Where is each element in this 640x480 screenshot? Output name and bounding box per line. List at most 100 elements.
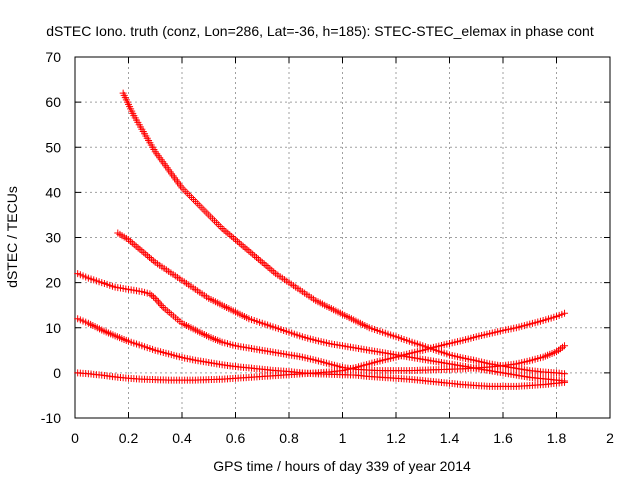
data-point-fill (226, 231, 234, 239)
data-point-fill (251, 252, 259, 260)
y-tick-label: 0 (53, 365, 61, 381)
x-tick-label: 1.4 (440, 430, 460, 446)
data-point-fill (230, 234, 238, 242)
data-point-fill (224, 229, 232, 237)
data-point-fill (197, 203, 205, 211)
data-point-fill (153, 296, 161, 304)
data-point-fill (193, 199, 201, 207)
y-axis-label: dSTEC / TECUs (4, 186, 20, 288)
x-axis-label: GPS time / hours of day 339 of year 2014 (213, 458, 471, 474)
data-point (561, 378, 569, 386)
x-tick-label: 0.8 (279, 430, 299, 446)
data-point-fill (249, 250, 257, 258)
data-point-fill (216, 223, 224, 231)
data-point-fill (214, 221, 222, 229)
data-point-fill (142, 250, 150, 258)
data-point (561, 342, 569, 350)
y-tick-label: 30 (45, 230, 61, 246)
data-point-fill (144, 252, 152, 260)
y-tick-label: 60 (45, 94, 61, 110)
data-point-fill (212, 219, 220, 227)
x-tick-label: 2 (606, 430, 614, 446)
x-tick-label: 0.4 (172, 430, 192, 446)
x-tick-label: 1.8 (547, 430, 567, 446)
data-point-fill (186, 192, 194, 200)
data-point-fill (237, 241, 245, 249)
data-point-fill (220, 226, 228, 234)
data-point-fill (126, 237, 134, 245)
data-point-fill (253, 253, 261, 261)
data-point-fill (209, 215, 217, 223)
data-point-fill (241, 244, 249, 252)
grid-lines (75, 57, 610, 418)
data-point-fill (264, 263, 272, 271)
data-point (205, 211, 213, 219)
data-point-fill (199, 205, 207, 213)
data-point (258, 258, 266, 266)
y-tick-label: 40 (45, 184, 61, 200)
data-point-fill (148, 291, 156, 299)
data-point-fill (228, 233, 236, 241)
data-point-fill (210, 217, 218, 225)
data-point-fill (233, 237, 241, 245)
x-tick-label: 0.2 (119, 430, 139, 446)
data-point (146, 290, 154, 298)
data-point-fill (132, 242, 140, 250)
x-tick-label: 0.6 (226, 430, 246, 446)
x-tick-label: 0 (71, 430, 79, 446)
data-point-fill (266, 265, 274, 273)
axis-ticks: 0 0.2 0.4 0.6 0.8 1 1.2 1.4 1.6 1.8 2 -10 0 10 20 30 40 5… (41, 49, 614, 446)
data-point-fill (262, 262, 270, 270)
data-point-fill (146, 253, 154, 261)
data-point-fill (201, 207, 209, 215)
y-tick-label: 10 (45, 320, 61, 336)
data-point-fill (247, 249, 255, 257)
data-point (191, 197, 199, 205)
data-point-fill (136, 245, 144, 253)
data-point (561, 309, 569, 317)
data-point-fill (268, 266, 276, 274)
series-4 (74, 315, 569, 390)
data-point-fill (188, 194, 196, 202)
data-point-fill (207, 213, 215, 221)
y-tick-label: 50 (45, 139, 61, 155)
data-series (74, 89, 569, 390)
data-point (151, 294, 159, 302)
series-3 (74, 270, 569, 375)
data-point-fill (256, 257, 264, 265)
data-point-fill (156, 300, 164, 308)
data-point-fill (203, 209, 211, 217)
x-tick-label: 1 (339, 430, 347, 446)
chart-title: dSTEC Iono. truth (conz, Lon=286, Lat=-3… (46, 23, 594, 39)
data-point-fill (270, 268, 278, 276)
data-point-fill (158, 302, 166, 310)
x-tick-label: 1.2 (386, 430, 406, 446)
y-tick-label: 70 (45, 49, 61, 65)
data-point-fill (182, 188, 190, 196)
data-point (138, 247, 146, 255)
data-point-fill (154, 298, 162, 306)
x-tick-label: 1.6 (493, 430, 513, 446)
data-point-fill (222, 228, 230, 236)
series-5 (74, 309, 569, 384)
y-tick-label: 20 (45, 275, 61, 291)
data-point-fill (239, 242, 247, 250)
data-point-fill (134, 244, 142, 252)
data-point-fill (235, 239, 243, 247)
data-point (245, 247, 253, 255)
data-point (232, 236, 239, 244)
data-point (218, 224, 226, 232)
data-point-fill (128, 239, 136, 247)
data-point-fill (184, 190, 192, 198)
data-point (561, 370, 569, 378)
data-point-fill (189, 195, 197, 203)
data-point-fill (149, 257, 157, 265)
data-point-fill (147, 255, 155, 263)
y-tick-label: -10 (41, 410, 61, 426)
data-point-fill (260, 260, 268, 268)
data-point-fill (195, 201, 203, 209)
data-point-fill (243, 245, 251, 253)
data-point-fill (149, 293, 157, 301)
data-point-fill (140, 249, 148, 257)
